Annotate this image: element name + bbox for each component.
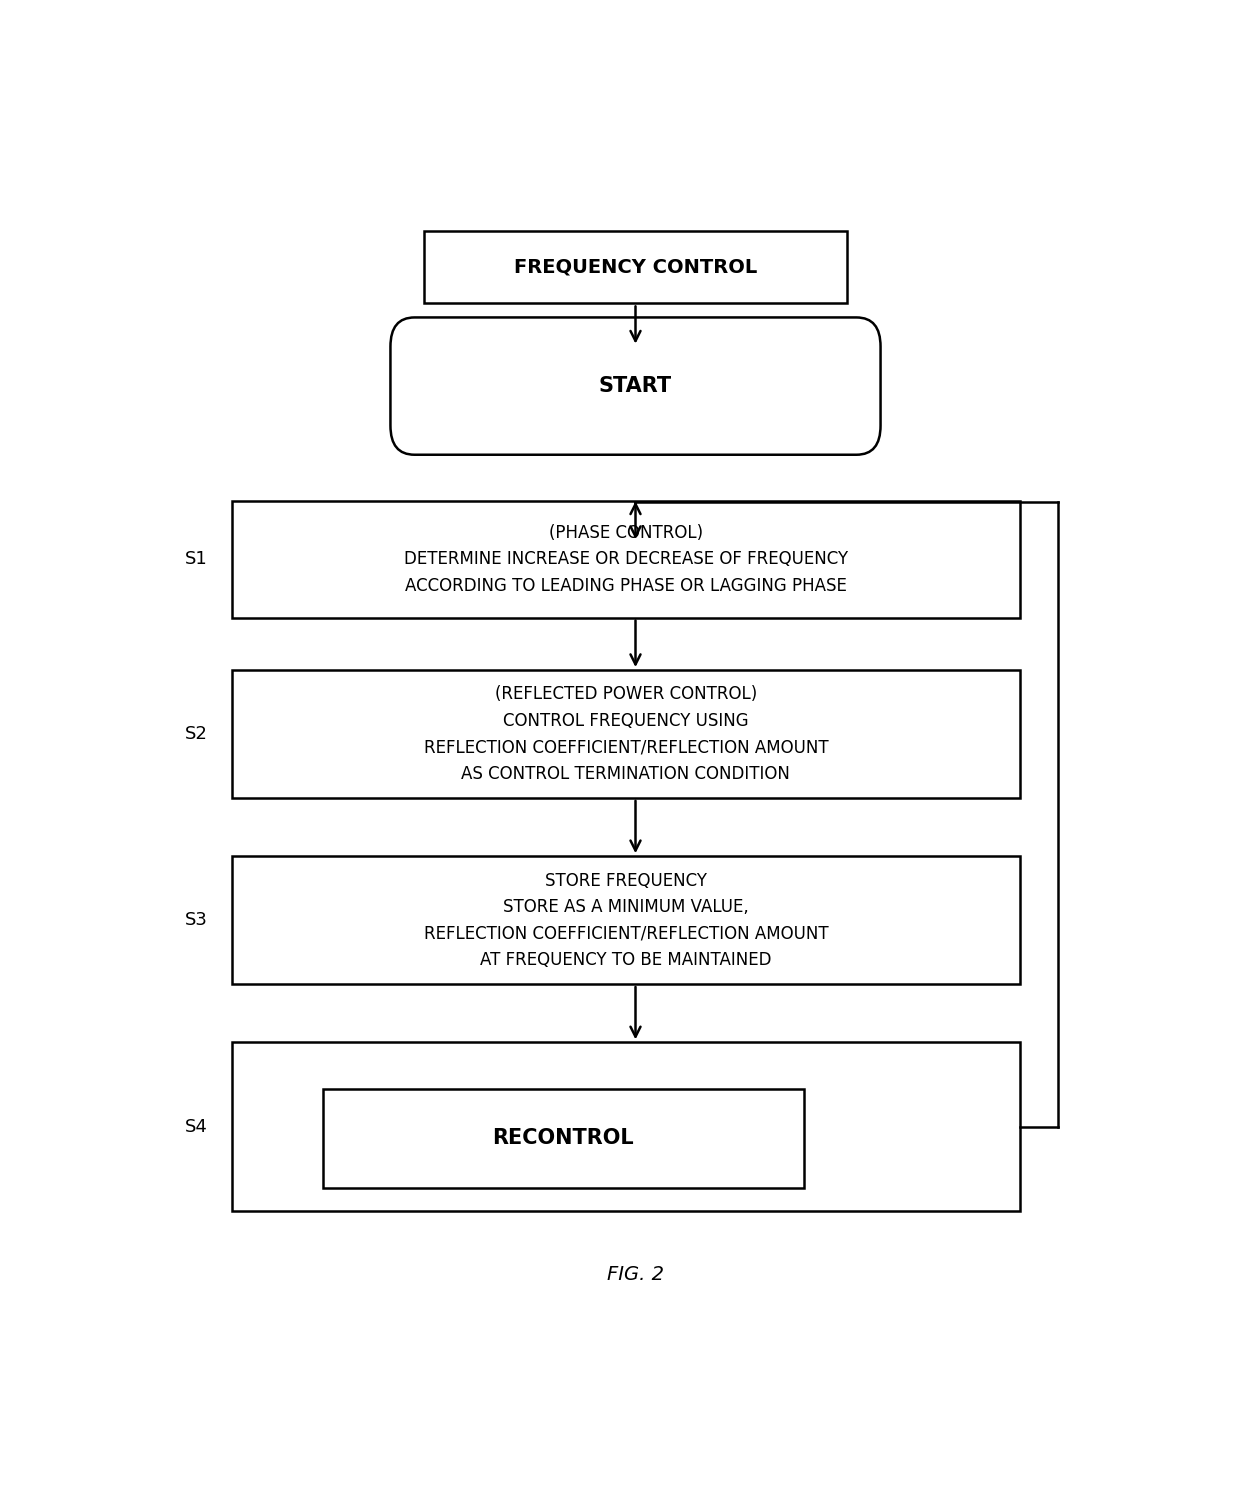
Text: (PHASE CONTROL)
DETERMINE INCREASE OR DECREASE OF FREQUENCY
ACCORDING TO LEADING: (PHASE CONTROL) DETERMINE INCREASE OR DE… <box>404 524 848 595</box>
Bar <box>324 1089 804 1188</box>
Text: FREQUENCY CONTROL: FREQUENCY CONTROL <box>513 258 758 277</box>
Text: S3: S3 <box>185 911 208 929</box>
Bar <box>232 857 1019 984</box>
Bar <box>232 502 1019 618</box>
Text: S4: S4 <box>185 1118 208 1136</box>
Text: S1: S1 <box>185 550 208 568</box>
Text: (REFLECTED POWER CONTROL)
CONTROL FREQUENCY USING
REFLECTION COEFFICIENT/REFLECT: (REFLECTED POWER CONTROL) CONTROL FREQUE… <box>424 686 828 783</box>
Bar <box>424 231 847 304</box>
Text: START: START <box>599 376 672 396</box>
FancyBboxPatch shape <box>391 317 880 455</box>
Text: RECONTROL: RECONTROL <box>492 1129 634 1148</box>
Bar <box>232 1043 1019 1210</box>
Text: FIG. 2: FIG. 2 <box>608 1266 663 1284</box>
Text: STORE FREQUENCY
STORE AS A MINIMUM VALUE,
REFLECTION COEFFICIENT/REFLECTION AMOU: STORE FREQUENCY STORE AS A MINIMUM VALUE… <box>424 872 828 969</box>
Bar <box>232 669 1019 798</box>
Text: S2: S2 <box>185 725 208 743</box>
